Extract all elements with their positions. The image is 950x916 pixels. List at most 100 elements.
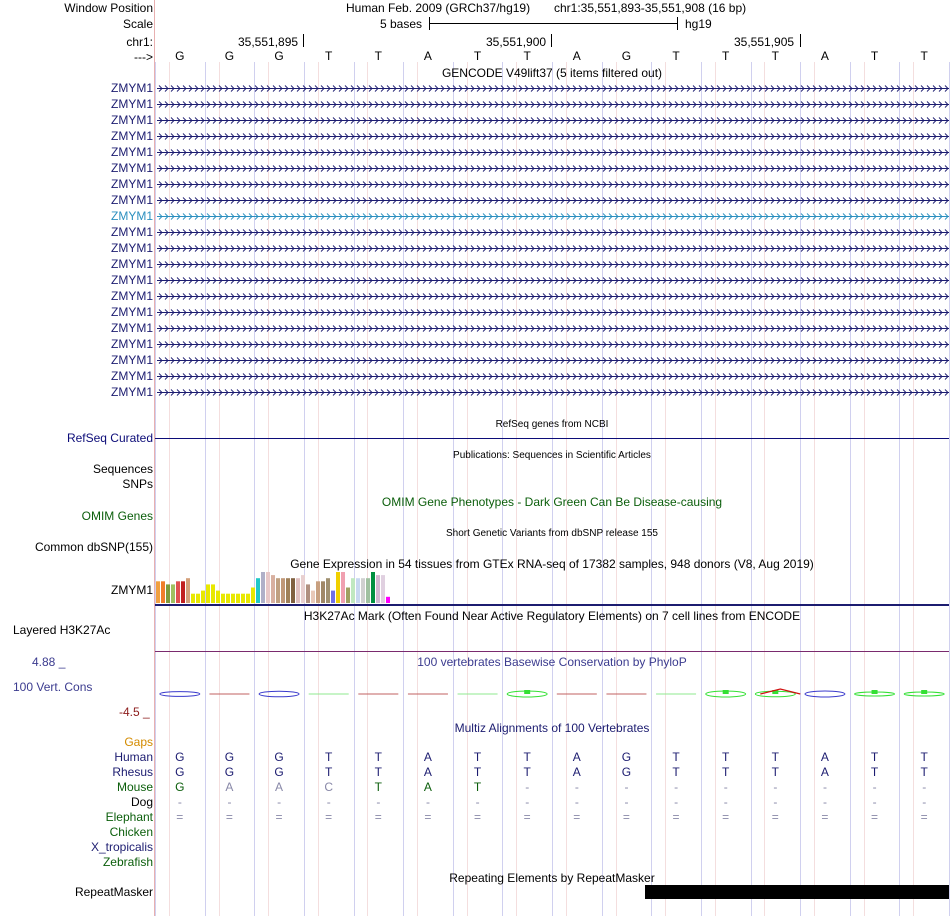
- label-column-border: [154, 0, 155, 916]
- multiz-base: =: [821, 810, 829, 824]
- multiz-base: -: [773, 795, 778, 809]
- multiz-species-label[interactable]: Dog: [130, 795, 153, 809]
- sequence-base: T: [722, 49, 730, 63]
- multiz-base: T: [325, 750, 333, 764]
- multiz-base: -: [674, 795, 679, 809]
- gtex-track-title: Gene Expression in 54 tissues from GTEx …: [290, 557, 814, 571]
- multiz-base: -: [723, 795, 728, 809]
- gencode-gene-label[interactable]: ZMYM1: [111, 145, 153, 159]
- gencode-gene-label[interactable]: ZMYM1: [111, 353, 153, 367]
- multiz-species-label[interactable]: X_tropicalis: [90, 840, 153, 854]
- multiz-base: -: [525, 795, 530, 809]
- phylop-min-label: -4.5 _: [119, 705, 150, 719]
- publications-label-line1[interactable]: Sequences: [92, 462, 153, 476]
- refseq-track-label[interactable]: RefSeq Curated: [66, 431, 153, 445]
- gencode-gene-label[interactable]: ZMYM1: [111, 81, 153, 95]
- multiz-base: T: [870, 750, 879, 764]
- multiz-species-label[interactable]: Elephant: [105, 810, 153, 824]
- gencode-gene-label[interactable]: ZMYM1: [111, 97, 153, 111]
- multiz-species-label[interactable]: Chicken: [109, 825, 153, 839]
- h3k27ac-track-label[interactable]: Layered H3K27Ac: [13, 623, 111, 637]
- multiz-base: G: [274, 750, 284, 764]
- gencode-gene-label[interactable]: ZMYM1: [111, 321, 153, 335]
- multiz-base: A: [572, 750, 581, 764]
- multiz-base: G: [621, 750, 632, 764]
- phylop-track-label[interactable]: 100 Vert. Cons: [13, 680, 93, 694]
- sequence-base: G: [175, 49, 185, 63]
- multiz-base: T: [374, 765, 382, 779]
- sequence-base: A: [820, 49, 829, 63]
- gencode-gene-label[interactable]: ZMYM1: [111, 193, 153, 207]
- dbsnp-track-label[interactable]: Common dbSNP(155): [34, 540, 153, 554]
- multiz-base: -: [922, 795, 927, 809]
- multiz-base: T: [473, 750, 482, 764]
- gencode-gene-label[interactable]: ZMYM1: [111, 257, 153, 271]
- omim-track-title: OMIM Gene Phenotypes - Dark Green Can Be…: [381, 495, 723, 509]
- gencode-gene-label[interactable]: ZMYM1: [111, 161, 153, 175]
- position-readout[interactable]: chr1:35,551,893-35,551,908 (16 bp): [554, 1, 747, 15]
- multiz-base: -: [475, 795, 480, 809]
- gencode-gene-label[interactable]: ZMYM1: [111, 177, 153, 191]
- gencode-gene-label[interactable]: ZMYM1: [111, 289, 153, 303]
- gencode-gene-label[interactable]: ZMYM1: [111, 337, 153, 351]
- sequence-base: T: [920, 49, 928, 63]
- gencode-gene-label[interactable]: ZMYM1: [111, 305, 153, 319]
- multiz-base: T: [473, 780, 482, 794]
- phylop-max-label: 4.88 _: [32, 655, 66, 669]
- multiz-species-label[interactable]: Human: [114, 750, 153, 764]
- tick-mark-1: [303, 34, 304, 47]
- gencode-gene-label[interactable]: ZMYM1: [111, 129, 153, 143]
- gtex-track-label[interactable]: ZMYM1: [111, 583, 153, 597]
- gencode-gene-label[interactable]: ZMYM1: [111, 369, 153, 383]
- publications-track-title: Publications: Sequences in Scientific Ar…: [453, 450, 651, 461]
- multiz-base: -: [872, 795, 877, 809]
- multiz-base: T: [672, 750, 680, 764]
- multiz-base: -: [277, 795, 282, 809]
- chrom-label: chr1:: [126, 35, 153, 49]
- multiz-base: =: [722, 810, 730, 824]
- multiz-base: -: [425, 795, 430, 809]
- dbsnp-track-title: Short Genetic Variants from dbSNP releas…: [446, 528, 658, 539]
- multiz-base: -: [227, 795, 232, 809]
- multiz-species-label[interactable]: Mouse: [116, 780, 153, 794]
- multiz-base: -: [624, 795, 629, 809]
- multiz-base: T: [374, 750, 382, 764]
- gencode-gene-label[interactable]: ZMYM1: [111, 225, 153, 239]
- gencode-gene-label[interactable]: ZMYM1: [111, 273, 153, 287]
- gencode-gene-label[interactable]: ZMYM1: [111, 241, 153, 255]
- publications-label-line2[interactable]: SNPs: [122, 477, 153, 491]
- multiz-base: A: [820, 765, 829, 779]
- multiz-base: T: [920, 765, 928, 779]
- multiz-base: A: [275, 780, 284, 794]
- multiz-base: -: [574, 795, 579, 809]
- multiz-base: =: [771, 810, 779, 824]
- multiz-base: -: [376, 795, 381, 809]
- multiz-base: T: [771, 765, 779, 779]
- multiz-track-title: Multiz Alignments of 100 Vertebrates: [454, 721, 650, 735]
- scale-label: Scale: [122, 17, 153, 31]
- gencode-gene-label[interactable]: ZMYM1: [111, 209, 153, 223]
- multiz-base: -: [525, 780, 530, 794]
- repeatmasker-track-label[interactable]: RepeatMasker: [74, 885, 153, 899]
- multiz-base: =: [920, 810, 928, 824]
- multiz-base: T: [523, 765, 531, 779]
- tick-label-2: 35,551,900: [486, 35, 547, 49]
- refseq-gene-line[interactable]: [155, 438, 949, 439]
- gencode-gene-label[interactable]: ZMYM1: [111, 113, 153, 127]
- tick-label-3: 35,551,905: [734, 35, 795, 49]
- omim-track-label[interactable]: OMIM Genes: [81, 509, 153, 523]
- multiz-base: G: [175, 750, 185, 764]
- multiz-base: =: [622, 810, 630, 824]
- multiz-base: T: [920, 750, 928, 764]
- multiz-base: -: [723, 780, 728, 794]
- multiz-base: -: [624, 780, 629, 794]
- gencode-gene-label[interactable]: ZMYM1: [111, 385, 153, 399]
- multiz-species-label[interactable]: Zebrafish: [102, 855, 153, 869]
- multiz-base: -: [574, 780, 579, 794]
- multiz-base: T: [722, 765, 730, 779]
- multiz-species-label[interactable]: Rhesus: [112, 765, 153, 779]
- multiz-base: A: [423, 780, 432, 794]
- multiz-base: =: [176, 810, 184, 824]
- sequence-base: T: [771, 49, 779, 63]
